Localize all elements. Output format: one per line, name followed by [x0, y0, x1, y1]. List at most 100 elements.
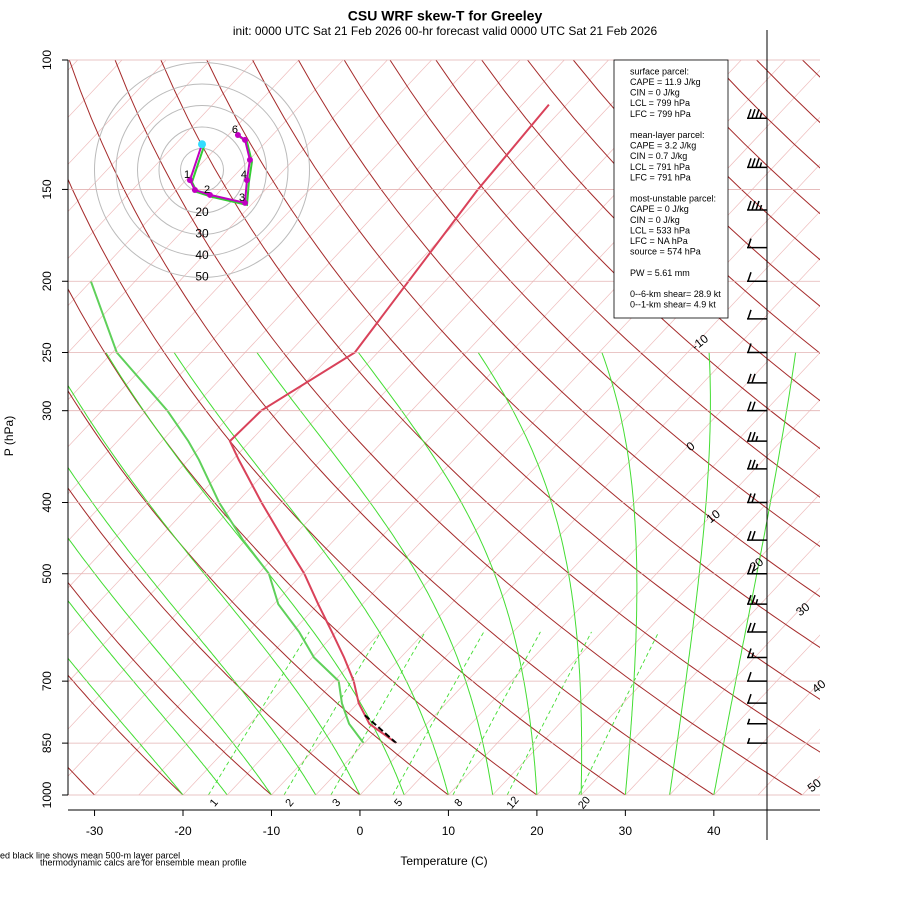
moist-adiabat: [357, 352, 538, 795]
barb: [747, 431, 752, 442]
isotherm: [713, 681, 820, 795]
info-text: LCL = 799 hPa: [630, 98, 690, 108]
info-text: surface parcel:: [630, 66, 689, 76]
x-tick-label: 30: [619, 824, 633, 838]
info-text: CIN = 0 J/kg: [630, 88, 680, 98]
barb: [751, 158, 756, 168]
hodo-ring: [137, 105, 267, 235]
hodo-point: [198, 140, 206, 149]
isotherm-label: 10: [704, 507, 723, 526]
dry-adiabat: [756, 60, 820, 124]
y-tick-label: 500: [40, 563, 54, 583]
mixing-ratio-label: 2: [283, 797, 296, 809]
isotherm: [492, 446, 820, 795]
mixing-ratio-label: 5: [392, 797, 405, 809]
info-text: LFC = 791 hPa: [630, 172, 691, 182]
barb: [755, 200, 760, 211]
info-text: CIN = 0 J/kg: [630, 215, 680, 225]
hodo-ring-label: 20: [195, 205, 209, 219]
barb: [747, 530, 752, 541]
isotherm: [182, 116, 820, 795]
wind-barb: [747, 737, 767, 744]
barb: [747, 238, 752, 248]
x-tick-label: -10: [263, 824, 281, 838]
barb: [751, 401, 756, 411]
moist-adiabat: [68, 657, 184, 795]
barb: [759, 162, 763, 168]
barb: [751, 564, 756, 574]
barb: [747, 718, 751, 724]
profiles: [89, 103, 550, 744]
barb: [747, 272, 752, 282]
isotherm: [536, 493, 820, 795]
isotherm: [448, 399, 820, 795]
y-tick-label: 850: [40, 733, 54, 753]
isotherm: [68, 60, 698, 730]
wind-barb: [747, 718, 767, 725]
isotherm: [403, 352, 820, 795]
isotherm: [68, 60, 300, 307]
moist-adiabat: [68, 466, 317, 795]
isotherm: [315, 258, 820, 795]
isotherm: [68, 60, 167, 165]
barb: [747, 737, 751, 744]
info-text: CAPE = 11.9 J/kg: [630, 77, 701, 87]
wind-barb: [747, 431, 767, 442]
y-tick-label: 300: [40, 400, 54, 420]
barb: [751, 431, 756, 442]
hodo-point: [242, 136, 248, 143]
barb: [747, 693, 752, 704]
moist-adiabat: [713, 352, 797, 795]
mixing-ratio-line: [392, 631, 485, 795]
wind-barb: [747, 158, 767, 169]
hodo-point: [243, 177, 250, 184]
wind-barb: [747, 530, 767, 541]
y-axis-label: P (hPa): [2, 416, 16, 456]
barb: [747, 401, 752, 411]
mixing-ratio-label: 20: [576, 794, 593, 811]
wind-barb: [747, 648, 767, 659]
y-tick-label: 100: [40, 50, 54, 70]
moist-adiabat: [256, 352, 494, 795]
mixing-ratio-label: 1: [208, 797, 221, 809]
x-tick-label: -20: [174, 824, 192, 838]
wind-barb: [747, 564, 767, 575]
dry-adiabat: [68, 178, 626, 795]
info-text: 0--6-km shear= 28.9 kt: [630, 289, 721, 299]
wind-barb: [747, 459, 767, 470]
barb: [751, 200, 756, 211]
barb: [747, 622, 752, 633]
x-tick-label: -30: [86, 824, 104, 838]
info-text: LFC = 799 hPa: [630, 109, 691, 119]
moist-adiabat: [68, 537, 272, 795]
barb: [751, 108, 756, 119]
dry-adiabat: [710, 60, 820, 169]
wind-barb: [747, 200, 767, 211]
barb: [751, 493, 756, 503]
isotherm-label: 50: [805, 776, 824, 795]
barb: [755, 158, 760, 168]
wind-barb: [747, 272, 767, 283]
isotherm: [68, 60, 653, 683]
y-tick-label: 1000: [40, 781, 54, 808]
barb: [755, 108, 760, 119]
moist-adiabat: [669, 352, 711, 795]
barb: [759, 112, 763, 119]
x-tick-label: 20: [530, 824, 544, 838]
isotherm: [68, 60, 609, 636]
isotherm: [68, 60, 432, 448]
hodo-point-label: 3: [239, 192, 245, 204]
isotherm: [68, 60, 344, 354]
mixing-ratio-line: [578, 631, 660, 795]
barb: [751, 530, 756, 541]
barb: [747, 158, 752, 168]
isotherm: [68, 60, 477, 495]
wind-barb: [747, 373, 767, 384]
info-box: [613, 59, 729, 319]
dry-adiabat: [206, 60, 820, 700]
barb: [751, 594, 756, 605]
hodo-point: [234, 131, 241, 138]
dry-adiabat: [160, 60, 820, 753]
x-tick-label: 10: [442, 824, 456, 838]
info-text: LFC = NA hPa: [630, 236, 688, 246]
